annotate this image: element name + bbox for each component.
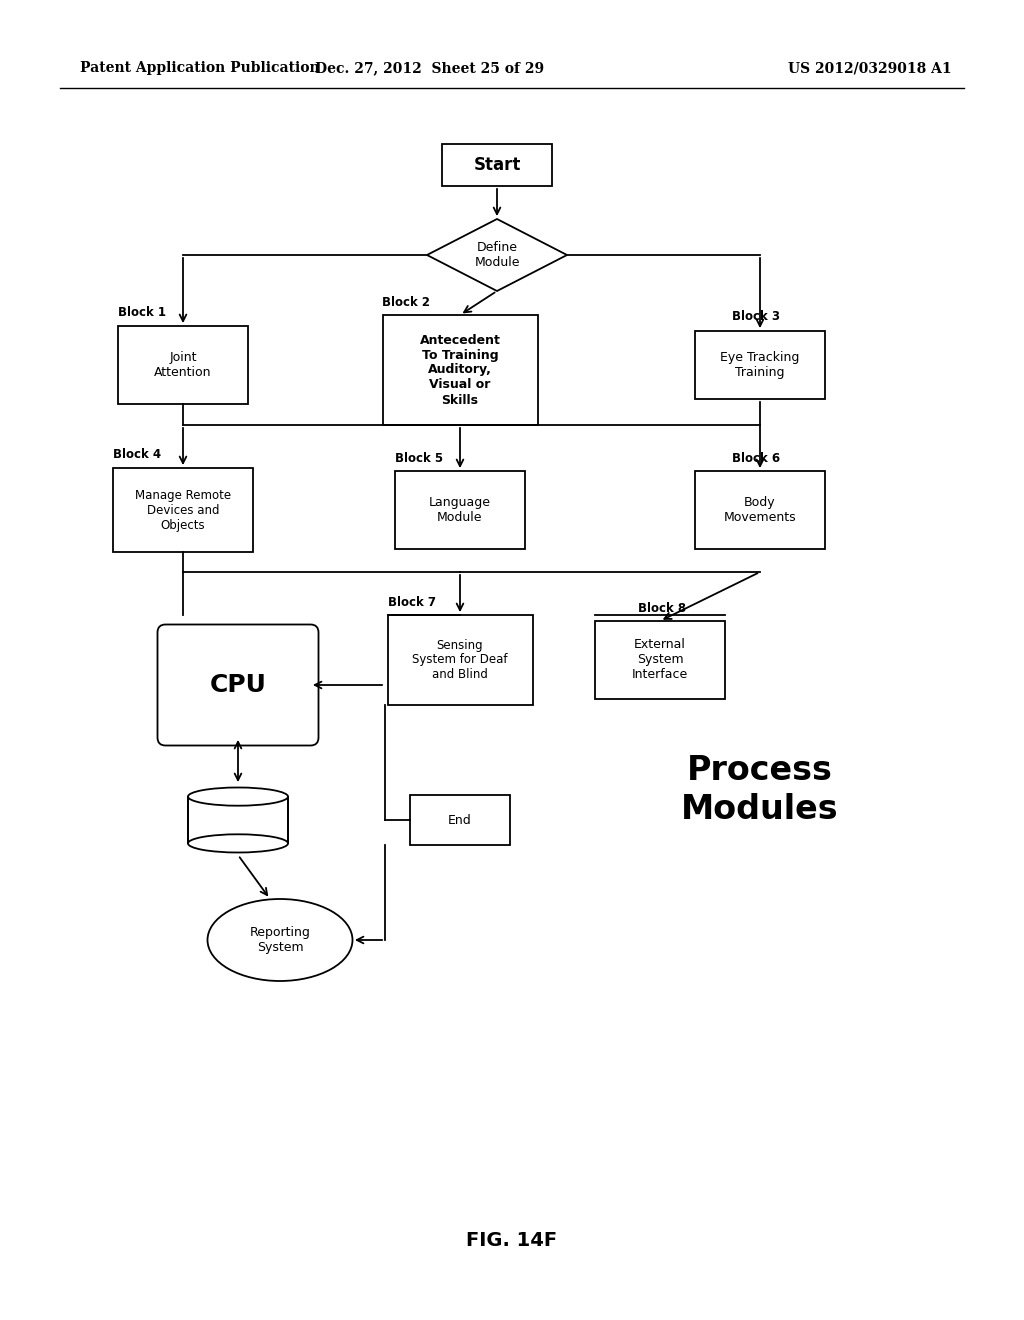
Polygon shape	[427, 219, 567, 290]
Ellipse shape	[208, 899, 352, 981]
Text: Joint
Attention: Joint Attention	[155, 351, 212, 379]
Bar	[695, 471, 825, 549]
Text: US 2012/0329018 A1: US 2012/0329018 A1	[788, 61, 952, 75]
Bar	[410, 795, 510, 845]
Bar	[595, 620, 725, 700]
Text: Patent Application Publication: Patent Application Publication	[80, 61, 319, 75]
Text: Define
Module: Define Module	[474, 242, 520, 269]
Text: Block 1: Block 1	[118, 306, 166, 319]
Text: Block 5: Block 5	[395, 451, 443, 465]
Text: Dec. 27, 2012  Sheet 25 of 29: Dec. 27, 2012 Sheet 25 of 29	[315, 61, 545, 75]
Bar	[188, 796, 288, 843]
Text: Manage Remote
Devices and
Objects: Manage Remote Devices and Objects	[135, 488, 231, 532]
Text: Block 4: Block 4	[113, 449, 161, 462]
Ellipse shape	[188, 834, 288, 853]
Text: External
System
Interface: External System Interface	[632, 639, 688, 681]
Text: Process
Modules: Process Modules	[681, 755, 839, 825]
Text: FIG. 14F: FIG. 14F	[467, 1230, 557, 1250]
Text: Block 7: Block 7	[388, 595, 436, 609]
Bar	[395, 471, 525, 549]
Text: Language
Module: Language Module	[429, 496, 490, 524]
Text: End: End	[449, 813, 472, 826]
Bar	[113, 469, 253, 552]
Bar	[383, 315, 538, 425]
Text: Block 6: Block 6	[732, 451, 780, 465]
Text: Start: Start	[473, 156, 520, 174]
Text: Reporting
System: Reporting System	[250, 927, 310, 954]
Text: Body
Movements: Body Movements	[724, 496, 797, 524]
Text: Eye Tracking
Training: Eye Tracking Training	[720, 351, 800, 379]
Bar	[695, 331, 825, 399]
Bar	[387, 615, 532, 705]
Text: Antecedent
To Training
Auditory,
Visual or
Skills: Antecedent To Training Auditory, Visual …	[420, 334, 501, 407]
Text: Block 2: Block 2	[382, 296, 430, 309]
Bar	[118, 326, 248, 404]
Text: Block 8: Block 8	[638, 602, 686, 615]
Bar	[442, 144, 552, 186]
Text: Block 3: Block 3	[732, 310, 780, 323]
Text: CPU: CPU	[210, 673, 266, 697]
Ellipse shape	[188, 788, 288, 805]
FancyBboxPatch shape	[158, 624, 318, 746]
Text: Sensing
System for Deaf
and Blind: Sensing System for Deaf and Blind	[413, 639, 508, 681]
